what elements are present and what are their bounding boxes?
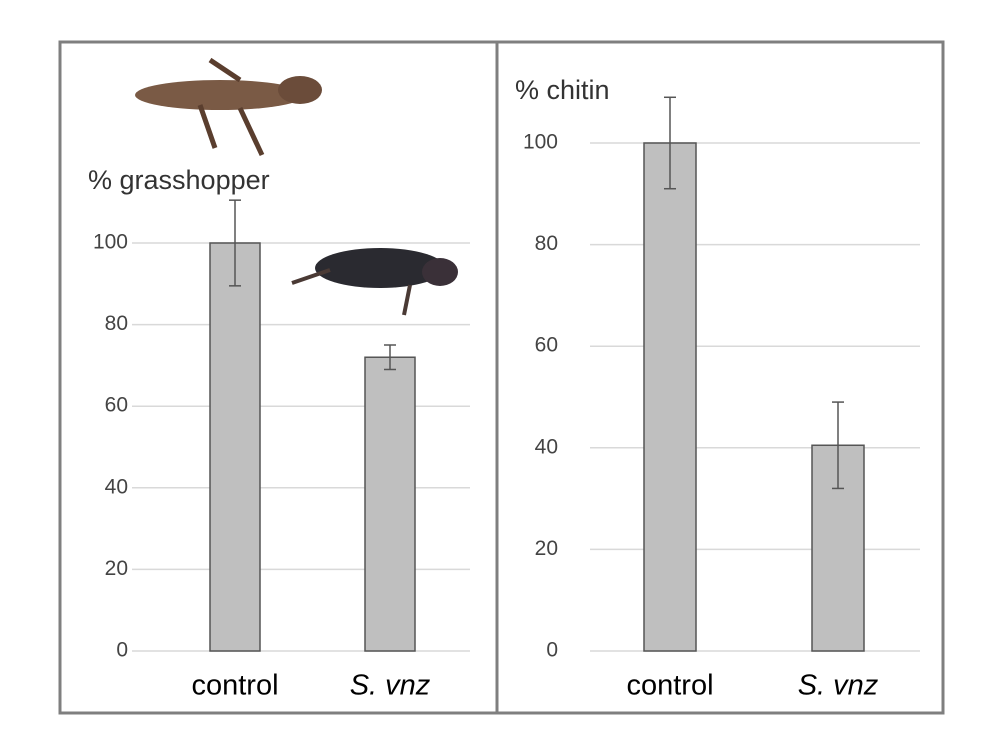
- infected-grasshopper-image: [291, 248, 458, 316]
- y-tick-label: 60: [105, 394, 128, 417]
- x-tick-label: S. vnz: [350, 670, 431, 702]
- y-tick-label: 100: [523, 131, 558, 154]
- bar: [364, 356, 416, 652]
- y-tick-label: 40: [105, 475, 128, 498]
- x-tick-label: control: [191, 670, 278, 702]
- x-tick-label: control: [626, 670, 713, 702]
- right-panel: [495, 40, 945, 715]
- y-tick-label: 20: [535, 537, 558, 560]
- y-axis-label: % chitin: [515, 75, 610, 105]
- y-tick-label: 60: [535, 334, 558, 357]
- x-tick-label: S. vnz: [798, 670, 879, 702]
- bar: [209, 242, 261, 652]
- y-tick-label: 80: [535, 232, 558, 255]
- y-tick-label: 0: [116, 639, 128, 662]
- y-tick-label: 0: [546, 639, 558, 662]
- y-tick-label: 40: [535, 435, 558, 458]
- y-axis-label: % grasshopper: [88, 165, 270, 195]
- y-tick-label: 80: [105, 312, 128, 335]
- y-tick-label: 20: [105, 557, 128, 580]
- y-tick-label: 100: [93, 231, 128, 254]
- grasshopper-image: [135, 57, 322, 157]
- bar: [643, 142, 697, 652]
